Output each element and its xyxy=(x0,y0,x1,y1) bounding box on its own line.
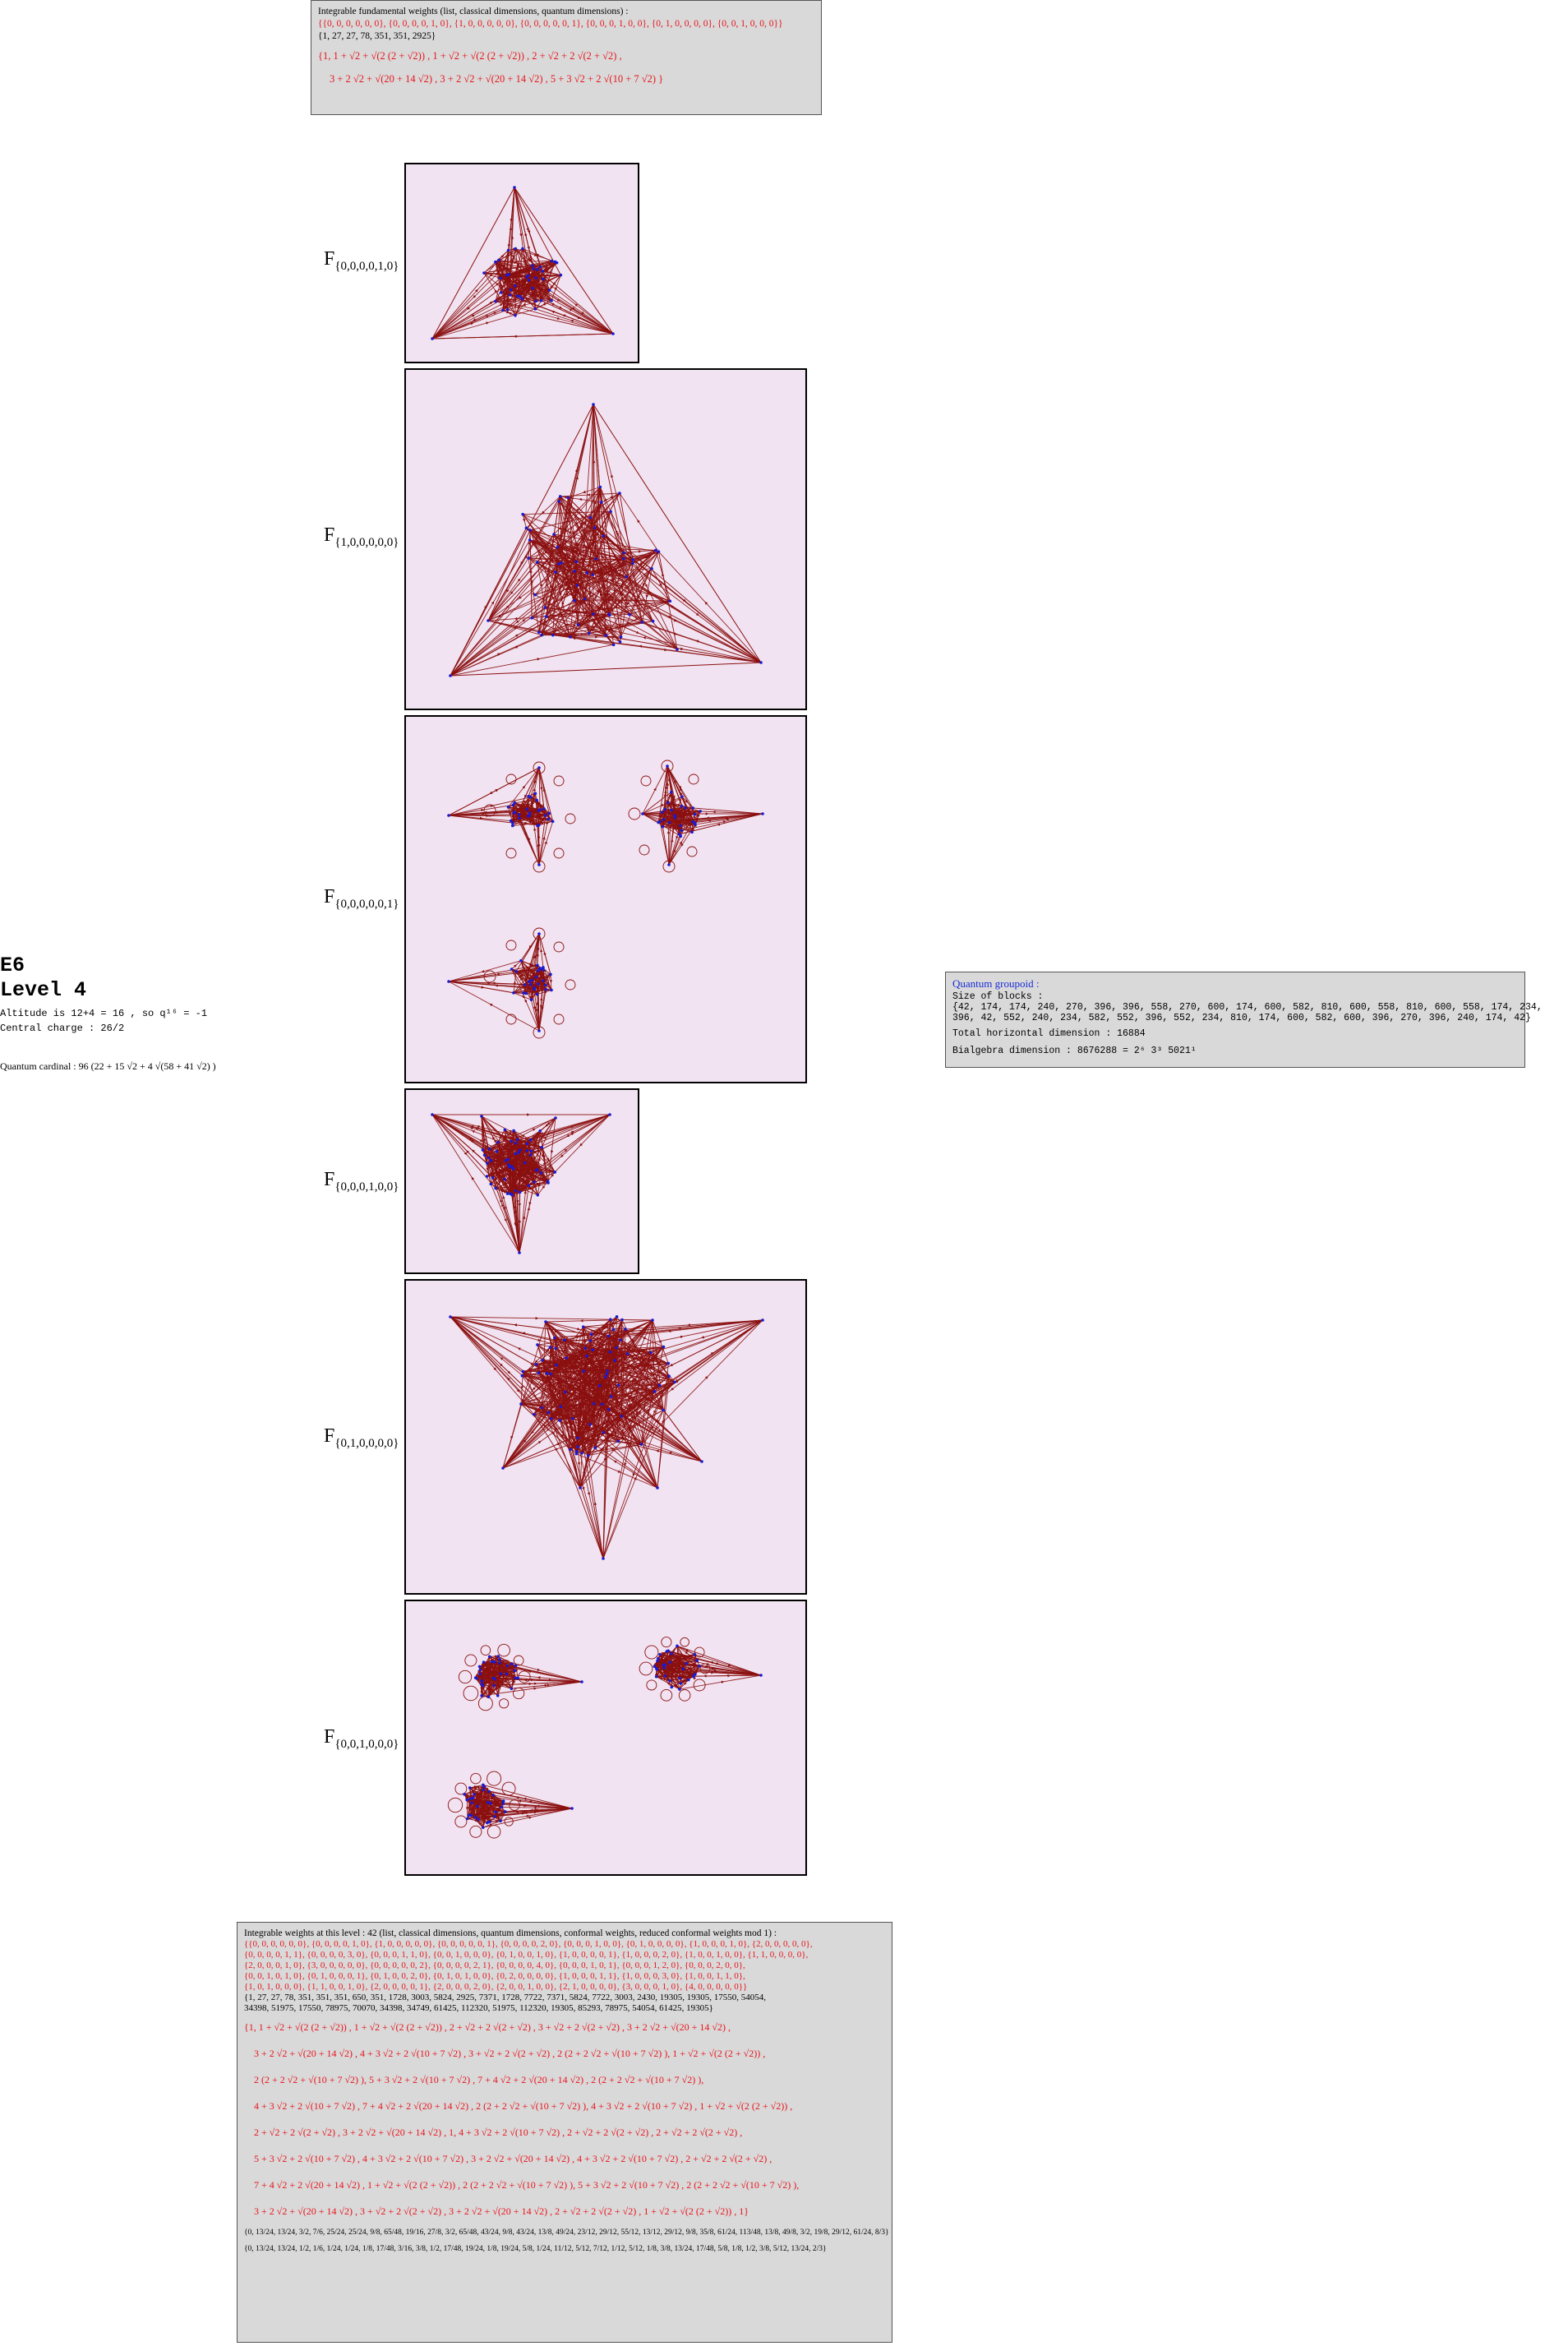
graph-vertices xyxy=(653,1644,763,1691)
page-title: E6 Level 4 xyxy=(0,954,86,1003)
dims-line: {1, 27, 27, 78, 351, 351, 351, 650, 351,… xyxy=(244,1993,767,2002)
weights-line: {{0, 0, 0, 0, 0, 0}, {0, 0, 0, 0, 1, 0},… xyxy=(244,1939,813,1949)
weights-line: {1, 0, 1, 0, 0, 0}, {1, 1, 0, 0, 1, 0}, … xyxy=(244,1982,748,1992)
weights-line: {2, 0, 0, 0, 1, 0}, {3, 0, 0, 0, 0, 0}, … xyxy=(244,1960,745,1970)
graph-vertices xyxy=(447,932,553,1032)
panel-label-f000001: F{0,0,0,0,0,1} xyxy=(324,886,399,911)
fundamental-weights-heading: Integrable fundamental weights (list, cl… xyxy=(318,7,629,16)
fundamental-weights-box: Integrable fundamental weights (list, cl… xyxy=(311,0,822,115)
weights-heading: Integrable weights at this level : 42 (l… xyxy=(244,1928,777,1938)
qdims-line: 2 (2 + 2 √2 + √(10 + 7 √2) ), 5 + 3 √2 +… xyxy=(254,2074,704,2085)
total-dimension: Total horizontal dimension : 16884 xyxy=(952,1028,1146,1039)
panel-label-f001000: F{0,0,1,0,0,0} xyxy=(324,1726,399,1751)
graph-vertices xyxy=(463,1783,574,1830)
bialgebra-dimension: Bialgebra dimension : 8676288 = 2⁶ 3³ 50… xyxy=(952,1046,1197,1056)
qdims-line: 3 + 2 √2 + √(20 + 14 √2) , 3 + √2 + 2 √(… xyxy=(254,2205,749,2217)
blocks-label: Size of blocks : xyxy=(952,991,1044,1002)
fusion-graph-f000100 xyxy=(404,1088,639,1274)
fusion-graph-svg xyxy=(431,186,615,340)
title-algebra: E6 xyxy=(0,954,25,977)
graph-vertices xyxy=(431,1113,611,1254)
qdims-line: 3 + 2 √2 + √(20 + 14 √2) , 4 + 3 √2 + 2 … xyxy=(254,2048,766,2059)
graph-edges xyxy=(448,767,554,866)
central-charge-text: Central charge : 26/2 xyxy=(0,1023,125,1034)
weights-line: {0, 0, 0, 0, 1, 1}, {0, 0, 0, 0, 3, 0}, … xyxy=(244,1950,809,1960)
fusion-graph-svg xyxy=(447,1637,763,1839)
graph-vertices xyxy=(641,764,764,866)
graph-edges xyxy=(431,187,614,339)
graph-vertices xyxy=(449,403,763,677)
graph-edges xyxy=(475,1655,583,1698)
fundamental-dims: {1, 27, 27, 78, 351, 351, 2925} xyxy=(318,31,436,41)
panel-label-f100000: F{1,0,0,0,0,0} xyxy=(324,524,399,549)
fusion-graph-svg xyxy=(447,760,764,1039)
panel-label-f000010: F{0,0,0,0,1,0} xyxy=(324,248,399,273)
graph-edges xyxy=(642,765,763,866)
blocks-line-2: 396, 42, 552, 240, 234, 582, 552, 396, 5… xyxy=(952,1013,1531,1023)
graph-edges xyxy=(431,1113,611,1254)
graph-vertices xyxy=(431,186,615,340)
altitude-text: Altitude is 12+4 = 16 , so q¹⁶ = -1 xyxy=(0,1008,208,1019)
qdims-line: 5 + 3 √2 + 2 √(10 + 7 √2) , 4 + 3 √2 + 2… xyxy=(254,2153,772,2164)
panel-label-f010000: F{0,1,0,0,0,0} xyxy=(324,1425,399,1450)
graph-vertices xyxy=(473,1655,583,1699)
fusion-graph-f100000 xyxy=(404,368,807,710)
groupoid-title: Quantum groupoid : xyxy=(952,977,1040,990)
graph-edges xyxy=(450,1316,763,1559)
fundamental-weights-list: {{0, 0, 0, 0, 0, 0}, {0, 0, 0, 0, 1, 0},… xyxy=(318,19,783,29)
dims-line: 34398, 51975, 17550, 78975, 70070, 34398… xyxy=(244,2003,713,2013)
fusion-graph-f000010 xyxy=(404,163,639,363)
fusion-graph-svg xyxy=(449,403,763,677)
title-level: Level 4 xyxy=(0,978,87,1002)
blocks-line-1: {42, 174, 174, 240, 270, 396, 396, 558, … xyxy=(952,1002,1543,1013)
fusion-graph-f001000 xyxy=(404,1600,807,1876)
level-info: Altitude is 12+4 = 16 , so q¹⁶ = -1 Cent… xyxy=(0,1006,207,1036)
fundamental-qdims-line-1: {1, 1 + √2 + √(2 (2 + √2)) , 1 + √2 + √(… xyxy=(318,50,622,62)
fusion-graph-f000001 xyxy=(404,715,807,1083)
qdims-line: 2 + √2 + 2 √(2 + √2) , 3 + 2 √2 + √(20 +… xyxy=(254,2127,743,2138)
fusion-graph-svg xyxy=(431,1113,611,1254)
fusion-graph-f010000 xyxy=(404,1279,807,1595)
graph-edges xyxy=(653,1645,762,1690)
qdims-line: 7 + 4 √2 + 2 √(20 + 14 √2) , 1 + √2 + √(… xyxy=(254,2179,800,2191)
weights-line: {0, 0, 1, 0, 1, 0}, {0, 1, 0, 0, 0, 1}, … xyxy=(244,1971,745,1981)
graph-edges xyxy=(463,1785,573,1828)
graph-vertices xyxy=(447,766,555,866)
conformal-weights-line: {0, 13/24, 13/24, 3/2, 7/6, 25/24, 25/24… xyxy=(244,2228,889,2237)
integrable-weights-box: Integrable weights at this level : 42 (l… xyxy=(237,1922,892,2343)
quantum-cardinal-text: Quantum cardinal : 96 (22 + 15 √2 + 4 √(… xyxy=(0,1060,216,1072)
reduced-conformal-weights-line: {0, 13/24, 13/24, 1/2, 1/6, 1/24, 1/24, … xyxy=(244,2245,827,2253)
fusion-graph-svg xyxy=(449,1314,764,1560)
graph-vertices xyxy=(449,1314,764,1560)
qdims-line: {1, 1 + √2 + √(2 (2 + √2)) , 1 + √2 + √(… xyxy=(244,2021,731,2033)
fundamental-qdims-line-2: 3 + 2 √2 + √(20 + 14 √2) , 3 + 2 √2 + √(… xyxy=(330,73,664,85)
qdims-line: 4 + 3 √2 + 2 √(10 + 7 √2) , 7 + 4 √2 + 2… xyxy=(254,2100,793,2112)
panel-label-f000100: F{0,0,0,1,0,0} xyxy=(324,1169,399,1194)
graph-edges xyxy=(448,933,553,1032)
quantum-groupoid-box: Quantum groupoid : Size of blocks : {42,… xyxy=(945,972,1543,1068)
